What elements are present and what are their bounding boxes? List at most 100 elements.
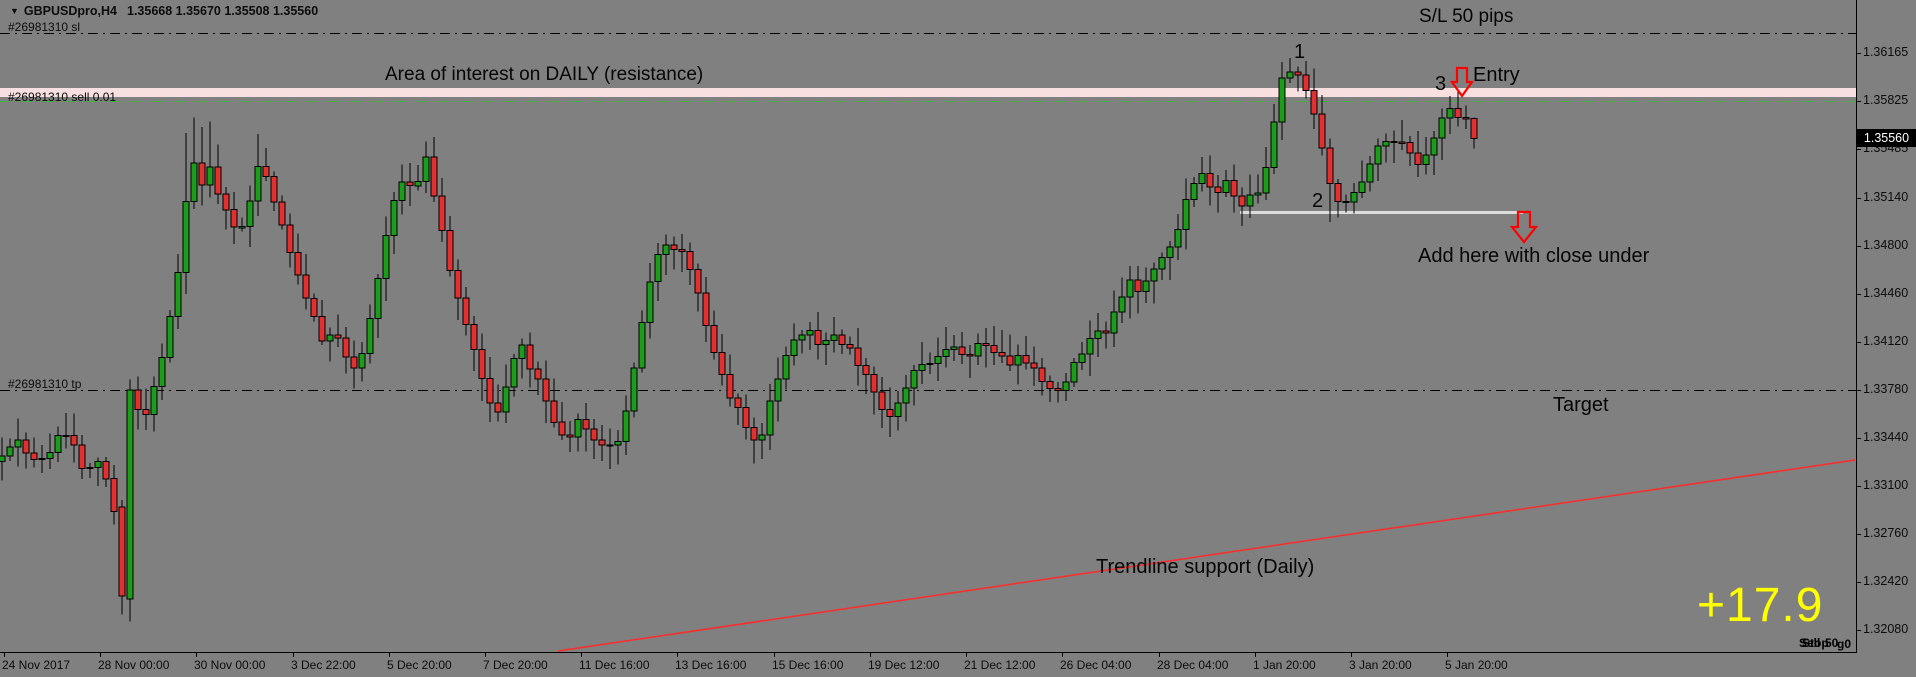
sell-order-line[interactable] (0, 101, 1857, 102)
candle (1134, 279, 1142, 292)
candle (1454, 108, 1462, 119)
add-here-text[interactable]: Add here with close under (1418, 245, 1650, 267)
candle (782, 355, 790, 380)
chart-canvas[interactable]: ▼ GBPUSDpro,H4 1.35668 1.35670 1.35508 1.3… (0, 0, 1857, 653)
price-axis-tick (1857, 341, 1861, 343)
candle (1054, 388, 1062, 391)
candle (1030, 362, 1038, 369)
candle (262, 166, 270, 177)
candle (254, 166, 262, 202)
candle (1142, 280, 1150, 292)
stop-loss-line[interactable] (0, 33, 1857, 34)
sl-pips-text[interactable]: S/L 50 pips (1419, 6, 1514, 27)
candle (494, 402, 502, 413)
candle (862, 365, 870, 375)
candle (1310, 89, 1318, 115)
resistance-band[interactable] (0, 87, 1857, 98)
time-axis-tick (485, 653, 486, 657)
candle (1358, 181, 1366, 194)
candle (1270, 121, 1278, 168)
add-level-line[interactable] (1240, 211, 1523, 214)
candle (574, 419, 582, 438)
candle (1462, 117, 1470, 120)
chart-title: ▼ GBPUSDpro,H4 1.35668 1.35670 1.35508 1.3… (10, 4, 318, 18)
candle (102, 461, 110, 480)
time-axis[interactable]: 24 Nov 2017 28 Nov 00:00 30 Nov 00:00 3 Dec… (0, 653, 1916, 677)
candle (590, 428, 598, 441)
time-axis-tick (389, 653, 390, 657)
candle (1294, 71, 1302, 76)
price-axis-tick (1857, 149, 1861, 151)
chart-dropdown-icon[interactable]: ▼ (10, 6, 19, 16)
add-here-arrow-icon[interactable] (1508, 210, 1540, 244)
candle (382, 234, 390, 279)
time-axis-label: 13 Dec 16:00 (675, 658, 747, 672)
trendline-support-text[interactable]: Trendline support (Daily) (1096, 556, 1315, 578)
entry-text[interactable]: Entry (1473, 64, 1520, 86)
candle (422, 156, 430, 183)
time-axis-label: 15 Dec 16:00 (772, 658, 844, 672)
time-axis-label: 3 Jan 20:00 (1349, 658, 1412, 672)
candle (622, 410, 630, 442)
candle (702, 292, 710, 327)
target-text[interactable]: Target (1553, 394, 1609, 416)
wave-3-label[interactable]: 3 (1435, 73, 1447, 95)
price-axis[interactable]: 1.36165 1.35825 1.35485 1.35140 1.34800 1.344… (1857, 0, 1916, 653)
candle (1190, 183, 1198, 201)
price-axis-tick (1857, 197, 1861, 199)
candle (942, 349, 950, 357)
candlestick-series (0, 57, 1478, 622)
candle (1086, 337, 1094, 355)
candle (222, 193, 230, 211)
candle (278, 201, 286, 226)
candle (1070, 362, 1078, 383)
candle (158, 357, 166, 387)
candle (1470, 118, 1478, 139)
stop-loss-label: #26981310 sl (8, 20, 81, 34)
symbol-timeframe: GBPUSDpro,H4 (23, 4, 117, 18)
price-axis-tick (1857, 53, 1861, 54)
price-axis-tick (1857, 533, 1861, 535)
candle (310, 297, 318, 318)
time-axis-tick (1351, 653, 1352, 657)
price-axis-label: 1.33440 (1863, 429, 1909, 444)
candle (1166, 246, 1174, 258)
candle (438, 195, 446, 231)
candle (118, 506, 126, 597)
time-axis-tick (4, 653, 5, 657)
candle (686, 251, 694, 270)
candle (1406, 142, 1414, 154)
candle (934, 355, 942, 364)
candle (70, 435, 78, 446)
wave-1-label[interactable]: 1 (1294, 41, 1306, 63)
candle (430, 156, 438, 197)
candle (406, 181, 414, 187)
overlap-label-g0: g0 (1837, 637, 1852, 651)
candle (822, 339, 830, 345)
price-axis-label: 1.32420 (1863, 573, 1909, 588)
price-axis-label: 1.35825 (1863, 93, 1909, 108)
time-axis-label: 19 Dec 12:00 (868, 658, 940, 672)
candle (1118, 296, 1126, 313)
candle (62, 434, 70, 437)
area-of-interest-text[interactable]: Area of interest on DAILY (resistance) (385, 64, 704, 85)
candle (982, 342, 990, 346)
overlap-label-50: 50 (1825, 636, 1839, 650)
entry-arrow-icon[interactable] (1447, 66, 1477, 98)
candle (1022, 355, 1030, 364)
price-axis-label: 1.33100 (1863, 477, 1909, 492)
candle (214, 166, 222, 195)
take-profit-label: #26981310 tp (8, 377, 82, 391)
candle (414, 181, 422, 187)
candle (662, 244, 670, 256)
price-axis-tick (1857, 101, 1861, 103)
candle (30, 452, 38, 460)
take-profit-line[interactable] (0, 390, 1857, 391)
candle (566, 434, 574, 438)
ohlc-quotes: 1.35668 1.35670 1.35508 1.35560 (127, 4, 319, 18)
candle (582, 419, 590, 430)
candle (1046, 381, 1054, 390)
price-axis-label: 1.35140 (1863, 189, 1909, 204)
wave-2-label[interactable]: 2 (1312, 190, 1324, 212)
price-axis-label: 1.33780 (1863, 381, 1909, 396)
